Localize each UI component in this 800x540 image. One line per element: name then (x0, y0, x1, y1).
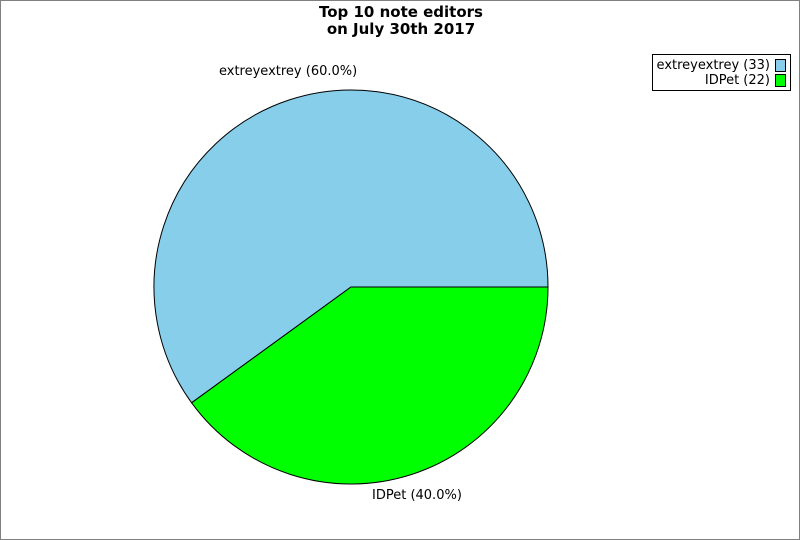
legend-swatch-extreyextrey (775, 59, 786, 72)
legend-swatch-idpet (775, 74, 786, 87)
pie-slice-idpet[interactable] (190, 286, 549, 485)
pie-slice-label-extreyextrey: extreyextrey (60.0%) (219, 64, 358, 79)
chart-title-line-2: on July 30th 2017 (326, 20, 476, 38)
chart-title: Top 10 note editors on July 30th 2017 (1, 3, 799, 38)
chart-legend: extreyextrey (33) IDPet (22) (652, 54, 791, 91)
legend-label-idpet: IDPet (22) (704, 72, 770, 88)
legend-item-extreyextrey[interactable]: extreyextrey (33) (656, 57, 786, 73)
pie-slice-extreyextrey[interactable] (153, 89, 549, 404)
chart-title-line-1: Top 10 note editors (318, 3, 483, 21)
legend-label-extreyextrey: extreyextrey (33) (656, 57, 770, 73)
pie-slice-label-idpet: IDPet (40.0%) (372, 488, 462, 503)
legend-item-idpet[interactable]: IDPet (22) (658, 73, 786, 88)
